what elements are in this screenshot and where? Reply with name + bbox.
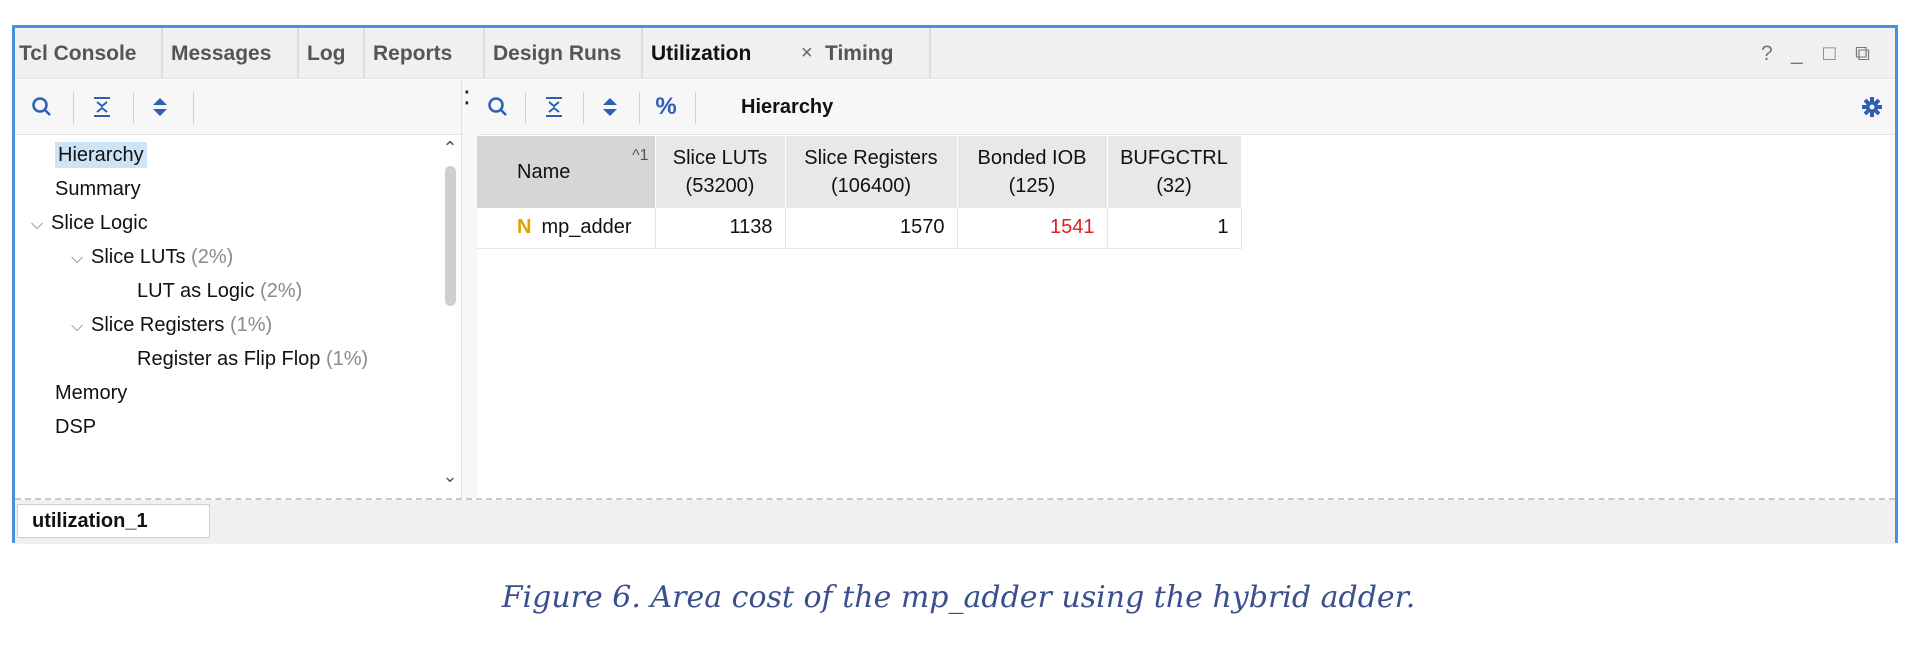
- gear-icon[interactable]: [1857, 80, 1887, 134]
- tree-item-slice-registers[interactable]: ⌵ Slice Registers (1%): [71, 308, 272, 342]
- sort-ascending-icon: ^1: [632, 147, 649, 164]
- splitter-handle-icon[interactable]: ⁚: [464, 88, 470, 108]
- tree-item-register-as-flip-flop[interactable]: Register as Flip Flop (1%): [137, 348, 369, 370]
- tab-utilization[interactable]: Utilization: [651, 42, 752, 65]
- tree-toolbar: [15, 80, 461, 135]
- tree-item-slice-logic[interactable]: ⌵ Slice Logic: [31, 206, 148, 240]
- panel-splitter[interactable]: ⁚: [461, 80, 477, 498]
- tab-timing[interactable]: Timing: [825, 42, 894, 65]
- column-header-bonded-iob[interactable]: Bonded IOB (125): [957, 136, 1108, 208]
- utilization-table-area: Name ^1 Slice LUTs (53200) Slice Registe…: [477, 136, 1895, 498]
- column-header-slice-luts[interactable]: Slice LUTs (53200): [655, 136, 786, 208]
- tab-messages[interactable]: Messages: [171, 42, 272, 65]
- tab-bar: Tcl Console Messages Log Reports Design …: [15, 28, 1895, 79]
- tab-tcl-console[interactable]: Tcl Console: [19, 42, 137, 65]
- scroll-thumb[interactable]: [445, 166, 456, 306]
- close-tab-icon[interactable]: ×: [801, 42, 813, 64]
- tree-item-slice-luts[interactable]: ⌵ Slice LUTs (2%): [71, 240, 233, 274]
- bottom-tab-bar: utilization_1: [15, 500, 1895, 544]
- tree-item-dsp[interactable]: DSP: [55, 416, 97, 438]
- tab-utilization-1[interactable]: utilization_1: [17, 504, 210, 538]
- search-icon[interactable]: [483, 80, 513, 134]
- netlist-n-icon: N: [517, 216, 532, 239]
- panel-divider: [15, 498, 1895, 500]
- scroll-down-icon[interactable]: ⌄: [442, 466, 458, 486]
- chevron-down-icon[interactable]: ⌵: [31, 216, 44, 233]
- utilization-table: Name ^1 Slice LUTs (53200) Slice Registe…: [477, 136, 1242, 249]
- utilization-tree: Hierarchy Summary ⌵ Slice Logic ⌵ Slice LU…: [15, 136, 461, 498]
- cell-bufgctrl: 1: [1107, 208, 1242, 249]
- chevron-down-icon[interactable]: ⌵: [71, 318, 84, 335]
- cell-bonded-iob: 1541: [957, 208, 1108, 249]
- cell-slice-luts: 1138: [655, 208, 786, 249]
- tree-scrollbar[interactable]: ⌃ ⌄: [441, 136, 459, 498]
- column-header-bufgctrl[interactable]: BUFGCTRL (32): [1107, 136, 1242, 208]
- figure-caption: Figure 6. Area cost of the mp_adder usin…: [501, 580, 1416, 615]
- tab-design-runs[interactable]: Design Runs: [493, 42, 622, 65]
- maximize-icon[interactable]: □: [1823, 42, 1836, 65]
- utilization-window: Tcl Console Messages Log Reports Design …: [12, 25, 1898, 544]
- restore-icon[interactable]: ⧉: [1855, 42, 1870, 65]
- hierarchy-title: Hierarchy: [741, 96, 834, 118]
- table-toolbar: % Hierarchy: [477, 80, 1895, 135]
- tab-reports[interactable]: Reports: [373, 42, 453, 65]
- tab-log[interactable]: Log: [307, 42, 346, 65]
- tree-item-hierarchy[interactable]: Hierarchy: [55, 138, 147, 172]
- column-header-slice-registers[interactable]: Slice Registers (106400): [785, 136, 958, 208]
- cell-slice-registers: 1570: [785, 208, 958, 249]
- tree-item-memory[interactable]: Memory: [55, 382, 128, 404]
- chevron-down-icon[interactable]: ⌵: [71, 250, 84, 267]
- scroll-up-icon[interactable]: ⌃: [442, 138, 458, 158]
- column-header-name[interactable]: Name ^1: [477, 136, 656, 208]
- percent-toggle-button[interactable]: %: [655, 93, 677, 120]
- expand-all-icon[interactable]: [595, 80, 625, 134]
- help-icon[interactable]: ?: [1761, 42, 1773, 65]
- tree-item-summary[interactable]: Summary: [55, 178, 141, 200]
- expand-all-icon[interactable]: [145, 80, 175, 134]
- search-icon[interactable]: [27, 80, 57, 134]
- minimize-icon[interactable]: _: [1791, 42, 1803, 65]
- tree-item-lut-as-logic[interactable]: LUT as Logic (2%): [137, 280, 303, 302]
- table-header-row: Name ^1 Slice LUTs (53200) Slice Registe…: [477, 136, 1242, 208]
- collapse-all-icon[interactable]: [87, 80, 117, 134]
- collapse-all-icon[interactable]: [539, 80, 569, 134]
